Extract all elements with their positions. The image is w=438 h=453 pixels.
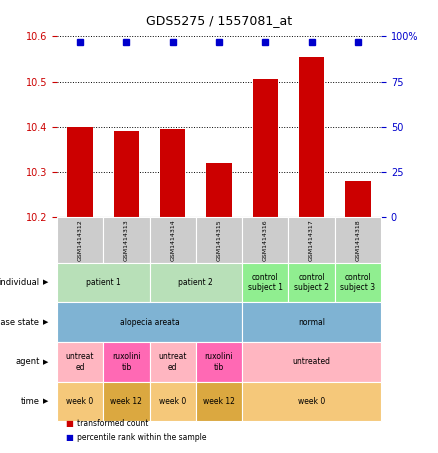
Text: week 12: week 12: [203, 397, 235, 406]
Text: GDS5275 / 1557081_at: GDS5275 / 1557081_at: [146, 14, 292, 27]
Text: untreat
ed: untreat ed: [66, 352, 94, 371]
Text: untreat
ed: untreat ed: [159, 352, 187, 371]
Text: week 0: week 0: [159, 397, 186, 406]
Text: agent: agent: [15, 357, 39, 366]
Text: GSM1414312: GSM1414312: [78, 219, 83, 261]
Text: GSM1414316: GSM1414316: [263, 219, 268, 261]
Text: alopecia areata: alopecia areata: [120, 318, 180, 327]
Text: GSM1414315: GSM1414315: [216, 219, 222, 261]
Text: untreated: untreated: [293, 357, 331, 366]
Text: ■: ■: [66, 419, 74, 428]
Text: ▶: ▶: [43, 359, 49, 365]
Text: ■: ■: [66, 433, 74, 442]
Bar: [114, 131, 139, 217]
Text: time: time: [21, 397, 39, 406]
Text: control
subject 2: control subject 2: [294, 273, 329, 292]
Text: disease state: disease state: [0, 318, 39, 327]
Text: patient 1: patient 1: [86, 278, 120, 287]
Text: patient 2: patient 2: [178, 278, 213, 287]
Bar: [206, 163, 232, 217]
Bar: [299, 57, 324, 217]
Text: individual: individual: [0, 278, 39, 287]
Text: GSM1414318: GSM1414318: [355, 219, 360, 261]
Text: control
subject 3: control subject 3: [340, 273, 375, 292]
Text: GSM1414314: GSM1414314: [170, 219, 175, 261]
Text: ruxolini
tib: ruxolini tib: [205, 352, 233, 371]
Bar: [160, 129, 185, 217]
Text: ▶: ▶: [43, 280, 49, 285]
Text: week 12: week 12: [110, 397, 142, 406]
Text: GSM1414317: GSM1414317: [309, 219, 314, 261]
Text: ruxolini
tib: ruxolini tib: [112, 352, 141, 371]
Bar: [253, 79, 278, 217]
Text: normal: normal: [298, 318, 325, 327]
Text: transformed count: transformed count: [77, 419, 148, 428]
Text: week 0: week 0: [67, 397, 94, 406]
Text: control
subject 1: control subject 1: [248, 273, 283, 292]
Text: week 0: week 0: [298, 397, 325, 406]
Bar: [67, 127, 93, 217]
Text: GSM1414313: GSM1414313: [124, 219, 129, 261]
Bar: [345, 181, 371, 217]
Text: percentile rank within the sample: percentile rank within the sample: [77, 433, 206, 442]
Text: ▶: ▶: [43, 399, 49, 405]
Text: ▶: ▶: [43, 319, 49, 325]
